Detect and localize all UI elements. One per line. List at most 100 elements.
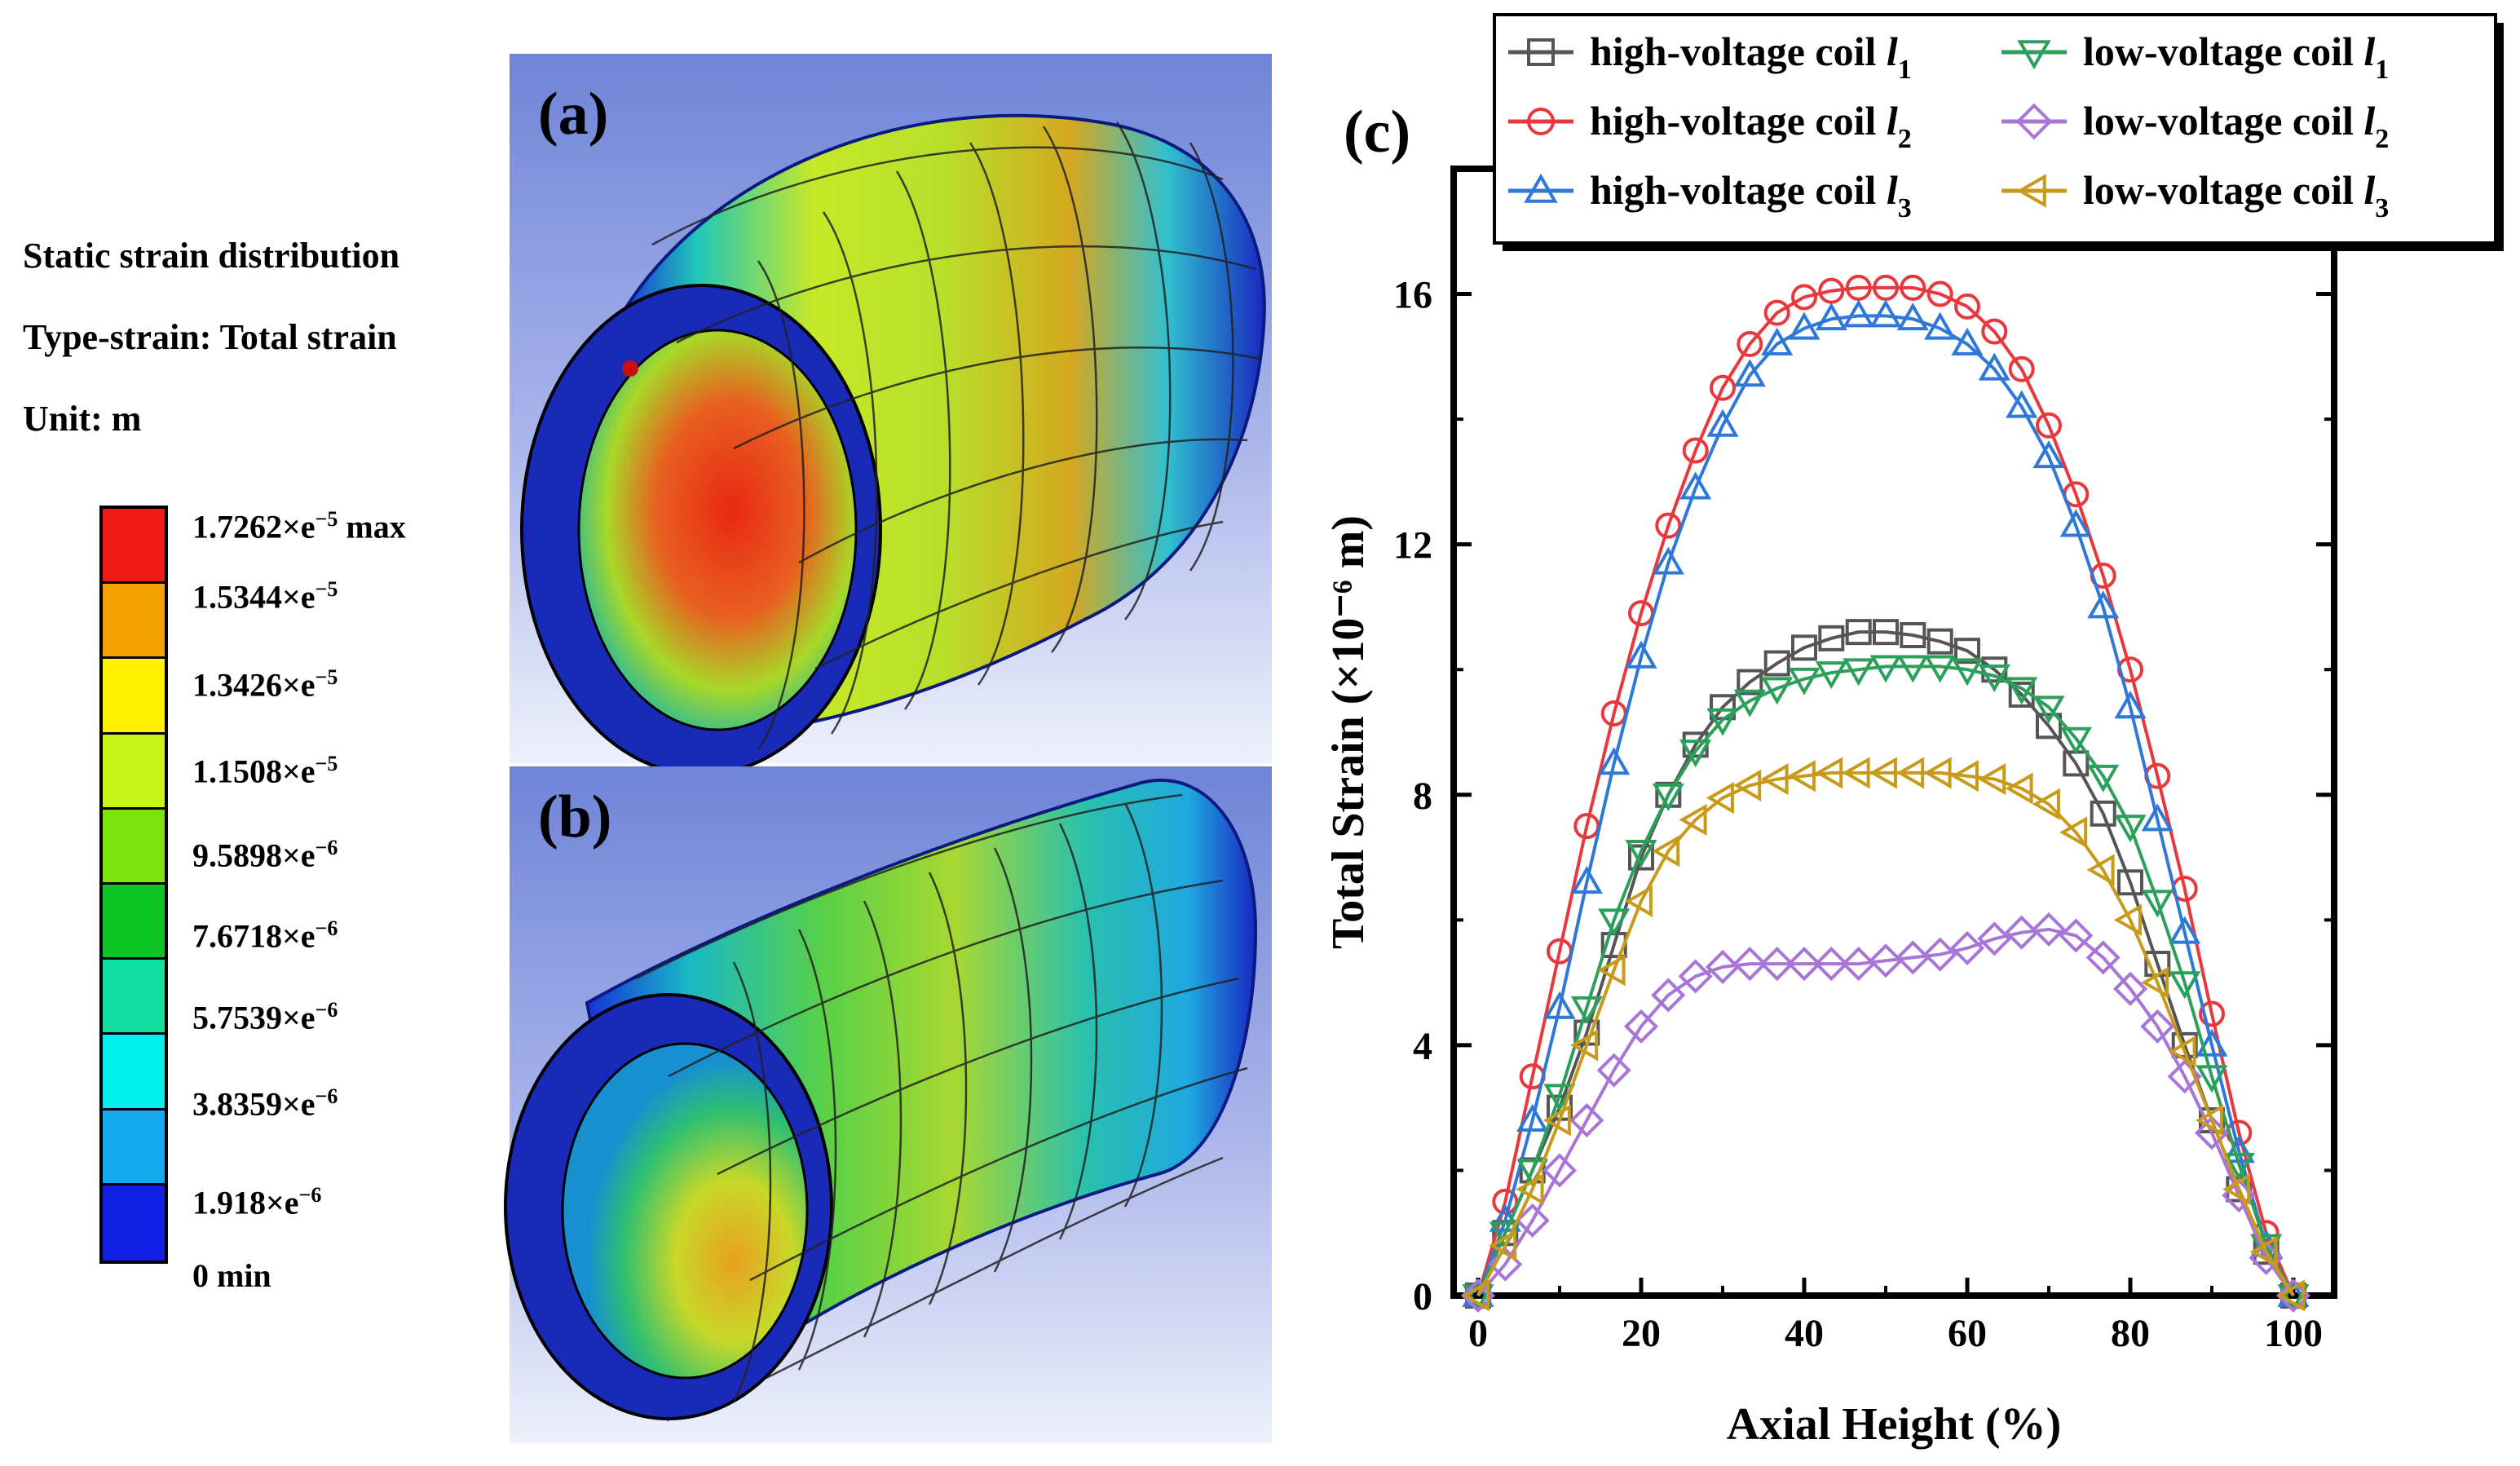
data-point bbox=[1761, 677, 1794, 705]
y-tick-label: 12 bbox=[1393, 524, 1432, 567]
data-point bbox=[2196, 1028, 2228, 1057]
data-point bbox=[2277, 1278, 2310, 1307]
data-point bbox=[1842, 757, 1870, 789]
data-point bbox=[1516, 1172, 1544, 1206]
data-point bbox=[1896, 757, 1925, 789]
colorbar-segment bbox=[103, 960, 165, 1035]
data-point bbox=[1710, 374, 1736, 401]
legend-item: high-voltage coil l2 bbox=[1508, 98, 1912, 154]
legend-label-var: l bbox=[1887, 29, 1898, 74]
colorbar-label-value: 1.7262×e bbox=[192, 508, 316, 545]
data-point bbox=[1679, 471, 1712, 500]
data-point bbox=[2199, 1000, 2225, 1027]
data-point bbox=[2113, 903, 2142, 936]
legend-label-sub: 3 bbox=[1898, 193, 1912, 223]
data-point bbox=[2004, 915, 2039, 950]
data-point bbox=[1462, 1284, 1494, 1313]
data-point bbox=[1543, 991, 1576, 1019]
data-point bbox=[1596, 1053, 1631, 1088]
data-point bbox=[1542, 1104, 1571, 1137]
data-point bbox=[1978, 352, 2010, 381]
legend-label-name: high-voltage coil bbox=[1590, 29, 1887, 74]
colorbar-label-value: 5.7539×e bbox=[192, 999, 316, 1036]
data-point bbox=[1655, 512, 1682, 539]
colorbar-label-value: 1.5344×e bbox=[192, 578, 316, 616]
data-point bbox=[2036, 713, 2062, 740]
data-point bbox=[1791, 284, 1817, 311]
data-point bbox=[1524, 173, 1558, 203]
colorbar-label-value: 3.8359×e bbox=[192, 1085, 316, 1123]
legend-label-name: low-voltage coil bbox=[2083, 167, 2363, 213]
legend-label: high-voltage coil l2 bbox=[1590, 98, 1912, 154]
data-point bbox=[1625, 640, 1657, 669]
panel-a-coil-render bbox=[520, 113, 1266, 776]
colorbar-segment bbox=[103, 659, 165, 735]
legend-label: low-voltage coil l1 bbox=[2083, 29, 2389, 85]
data-point bbox=[1954, 293, 1980, 320]
colorbar-label-value: 9.5898×e bbox=[192, 837, 316, 874]
x-tick-label: 100 bbox=[2264, 1312, 2323, 1355]
data-point bbox=[2015, 103, 2053, 140]
colorbar-label-exponent: −5 bbox=[315, 577, 338, 601]
data-point bbox=[1597, 954, 1626, 987]
data-point bbox=[1818, 625, 1845, 651]
data-point bbox=[2196, 1065, 2228, 1093]
colorbar bbox=[99, 506, 168, 1264]
data-point bbox=[1543, 1084, 1576, 1112]
colorbar-label-exponent: −5 bbox=[315, 665, 338, 689]
data-point bbox=[2276, 1279, 2305, 1312]
data-point bbox=[1733, 359, 1766, 387]
data-point bbox=[1623, 1009, 1659, 1044]
data-point bbox=[1706, 708, 1739, 736]
data-point bbox=[1759, 947, 1794, 982]
colorbar-segment bbox=[103, 1035, 165, 1111]
data-point bbox=[2032, 695, 2065, 724]
y-tick-label: 4 bbox=[1413, 1025, 1432, 1068]
legend-label-var: l bbox=[2363, 98, 2375, 144]
data-point bbox=[1869, 757, 1897, 789]
colorbar-label-exponent: −5 bbox=[315, 752, 338, 775]
data-point bbox=[1763, 299, 1790, 326]
y-axis-label: Total Strain (×10⁻⁶ m) bbox=[1323, 515, 1374, 949]
data-point bbox=[2032, 440, 2065, 469]
data-point bbox=[1651, 978, 1686, 1013]
colorbar-label: 1.1508×e−5 bbox=[192, 752, 338, 790]
colorbar-label-value: 1.1508×e bbox=[192, 753, 316, 790]
series-line bbox=[1476, 927, 2295, 1297]
data-point bbox=[1949, 930, 1985, 965]
colorbar-segment bbox=[103, 1110, 165, 1186]
data-point bbox=[1652, 546, 1684, 575]
panel-label-b: (b) bbox=[538, 784, 612, 850]
legend-label: high-voltage coil l3 bbox=[1590, 167, 1912, 223]
data-point bbox=[1461, 1279, 1489, 1312]
chart-axes: 0 20 40 60 80 100 0 4 8 12 16 bbox=[1393, 274, 2334, 1355]
legend-label-sub: 1 bbox=[2375, 55, 2389, 85]
series-4 bbox=[1462, 655, 2310, 1313]
strain-info-unit: Unit: m bbox=[23, 399, 142, 439]
data-point bbox=[1763, 650, 1790, 677]
x-tick-label: 60 bbox=[1948, 1312, 1987, 1355]
data-point bbox=[1868, 943, 1904, 978]
data-point bbox=[1787, 760, 1816, 793]
data-point bbox=[2222, 1172, 2251, 1206]
data-point bbox=[1706, 782, 1734, 815]
legend-item: high-voltage coil l3 bbox=[1508, 167, 1912, 223]
data-point bbox=[1705, 949, 1741, 984]
y-tick-label: 8 bbox=[1413, 775, 1432, 818]
data-point bbox=[2087, 590, 2120, 619]
legend-label-name: high-voltage coil bbox=[1590, 167, 1887, 213]
data-point bbox=[2036, 412, 2062, 439]
data-point bbox=[2059, 726, 2092, 755]
data-point bbox=[2195, 1104, 2223, 1137]
colorbar-label-exponent: −6 bbox=[315, 836, 338, 859]
data-point bbox=[1733, 769, 1762, 801]
legend-shadow-bottom bbox=[1503, 243, 2504, 251]
colorbar-label-suffix: max bbox=[338, 508, 406, 545]
data-point bbox=[2141, 966, 2169, 999]
data-point bbox=[1869, 655, 1902, 683]
legend-label-var: l bbox=[1887, 167, 1898, 213]
data-point bbox=[1815, 757, 1843, 789]
data-point bbox=[1951, 327, 1984, 355]
data-point bbox=[2059, 918, 2094, 953]
